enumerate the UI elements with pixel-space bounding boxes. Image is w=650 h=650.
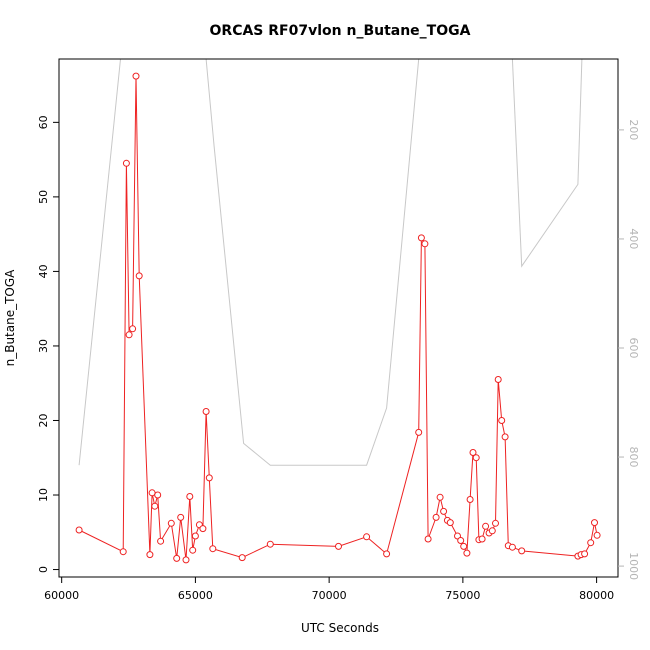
chart-title: ORCAS RF07vlon n_Butane_TOGA	[210, 23, 471, 39]
data-point	[472, 454, 480, 462]
data-point	[199, 525, 207, 533]
y-tick-label: 40	[37, 264, 50, 278]
x-tick-label: 80000	[579, 589, 614, 602]
data-point	[457, 537, 465, 544]
data-point	[205, 474, 213, 482]
y2-axis: 200 400 600 800 1000	[618, 119, 640, 580]
data-point	[135, 272, 143, 280]
data-point	[177, 513, 185, 521]
y2-tick-label: 600	[627, 337, 640, 358]
data-point	[446, 519, 454, 527]
y2-tick-label: 400	[627, 228, 640, 249]
y2-tick-label: 800	[627, 447, 640, 468]
y-tick-label: 50	[37, 190, 50, 204]
x-tick-label: 60000	[44, 589, 79, 602]
y-tick-label: 0	[37, 566, 50, 573]
data-point	[209, 545, 217, 553]
data-point	[119, 548, 127, 556]
y-tick-label: 20	[37, 413, 50, 427]
data-point	[335, 542, 342, 550]
data-point	[518, 547, 526, 555]
data-point	[460, 542, 468, 550]
series-secondary-line	[78, 59, 583, 466]
data-point	[125, 331, 133, 339]
y-tick-label: 30	[37, 339, 50, 353]
x-tick-label: 65000	[178, 589, 213, 602]
data-point	[492, 519, 499, 527]
data-point	[189, 546, 197, 554]
y-tick-label: 60	[37, 115, 50, 129]
data-point	[238, 554, 246, 562]
data-point	[488, 527, 496, 535]
data-point	[132, 72, 140, 80]
data-point	[593, 531, 601, 539]
data-point	[182, 556, 190, 564]
data-point	[508, 543, 516, 551]
x-tick-label: 70000	[312, 589, 347, 602]
data-point	[581, 550, 589, 558]
data-point	[436, 493, 444, 501]
data-point	[146, 551, 154, 559]
data-point	[202, 408, 210, 415]
data-point	[173, 554, 181, 562]
data-point	[421, 240, 429, 248]
data-point	[266, 540, 274, 548]
data-point	[424, 535, 432, 543]
data-point	[191, 532, 199, 540]
y2-tick-label: 1000	[627, 552, 640, 580]
y-axis: 0 10 20 30 40 50 60	[37, 115, 59, 573]
data-point	[498, 417, 506, 424]
data-point	[501, 433, 509, 441]
data-point	[466, 496, 474, 503]
data-point	[122, 159, 130, 167]
data-point	[129, 325, 137, 333]
data-point	[417, 234, 425, 242]
data-point	[591, 519, 598, 527]
x-axis: 60000 65000 70000 75000 80000	[44, 577, 614, 602]
y-axis-label: n_Butane_TOGA	[3, 269, 17, 367]
secondary-series-line	[78, 59, 583, 466]
y2-tick-label: 200	[627, 119, 640, 140]
data-point	[383, 550, 391, 558]
data-point	[482, 522, 490, 530]
data-point	[440, 507, 448, 515]
data-point	[463, 549, 471, 557]
data-point	[469, 449, 477, 456]
x-axis-label: UTC Seconds	[301, 621, 379, 635]
data-point	[186, 493, 194, 500]
data-point	[415, 428, 423, 436]
data-point	[148, 489, 156, 497]
data-point	[75, 526, 83, 534]
data-point	[432, 513, 440, 521]
y-tick-label: 10	[37, 488, 50, 502]
plot-frame	[58, 58, 619, 578]
series-main	[75, 72, 601, 564]
data-point	[151, 502, 159, 510]
x-tick-label: 75000	[445, 589, 480, 602]
data-point	[494, 376, 502, 383]
data-point	[587, 539, 595, 547]
data-point	[167, 519, 175, 527]
data-point	[363, 533, 371, 541]
data-point	[154, 491, 162, 499]
data-point	[478, 535, 486, 543]
data-point	[157, 537, 165, 545]
